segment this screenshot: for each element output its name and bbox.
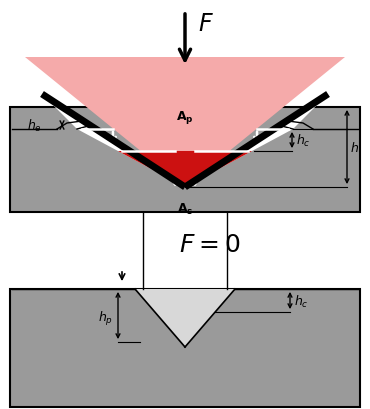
Text: $\mathbf{A_p}$: $\mathbf{A_p}$ (176, 109, 194, 126)
Bar (10, 289, 360, 407)
Polygon shape (185, 95, 328, 188)
Text: $\mathit{F}$: $\mathit{F}$ (198, 12, 214, 36)
Polygon shape (25, 58, 345, 188)
Text: $h_e$: $h_e$ (27, 118, 42, 134)
Polygon shape (135, 289, 235, 347)
Text: $\mathbf{A_s}$: $\mathbf{A_s}$ (177, 202, 193, 217)
Text: $h$: $h$ (350, 141, 359, 155)
Bar (10, 108, 360, 213)
Text: $h_p$: $h_p$ (98, 309, 113, 327)
Polygon shape (42, 95, 185, 188)
Text: $h_c$: $h_c$ (296, 133, 310, 149)
Text: $\mathit{F} = 0$: $\mathit{F} = 0$ (179, 232, 240, 256)
Polygon shape (118, 152, 252, 188)
Text: $h_c$: $h_c$ (294, 293, 309, 309)
